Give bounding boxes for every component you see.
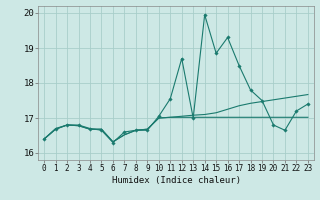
- X-axis label: Humidex (Indice chaleur): Humidex (Indice chaleur): [111, 176, 241, 185]
